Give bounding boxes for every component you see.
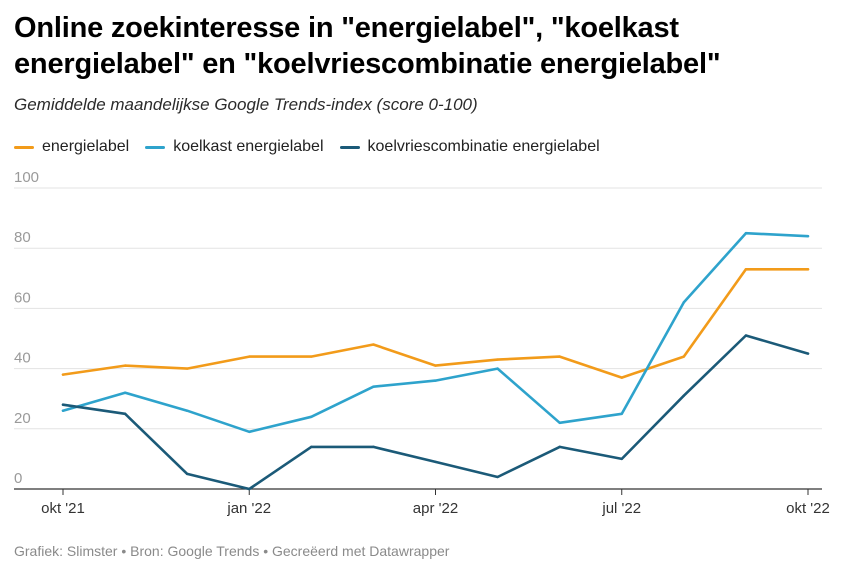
data-point-koelkast-energielabel-4 (310, 415, 313, 418)
x-tick-label-4: okt '22 (786, 500, 830, 517)
data-point-koelvriescombinatie-energielabel-11 (744, 334, 748, 337)
data-point-energielabel-11 (744, 268, 748, 271)
series-line-koelkast-energielabel (61, 231, 810, 434)
data-point-koelvriescombinatie-energielabel-9 (620, 457, 623, 461)
data-point-energielabel-7 (496, 358, 499, 361)
data-point-koelkast-energielabel-6 (434, 379, 437, 382)
y-tick-label-20: 20 (14, 410, 31, 427)
y-tick-label-60: 60 (14, 289, 31, 306)
data-point-koelvriescombinatie-energielabel-1 (123, 412, 127, 415)
data-point-koelkast-energielabel-5 (372, 385, 375, 388)
data-point-energielabel-8 (558, 355, 561, 358)
chart-footer: Grafiek: Slimster • Bron: Google Trends … (14, 543, 450, 559)
data-point-koelvriescombinatie-energielabel-10 (682, 394, 686, 397)
x-tick-label-1: jan '22 (226, 500, 271, 517)
y-tick-label-40: 40 (14, 350, 31, 367)
data-point-koelkast-energielabel-1 (123, 391, 127, 394)
data-point-koelkast-energielabel-3 (248, 430, 251, 434)
y-tick-label-100: 100 (14, 169, 39, 186)
data-point-energielabel-9 (620, 376, 623, 379)
data-point-energielabel-6 (434, 364, 437, 367)
legend-label-koelvriescombinatie-energielabel: koelvriescombinatie energielabel (367, 138, 600, 155)
data-point-koelkast-energielabel-9 (620, 412, 623, 415)
data-point-koelkast-energielabel-7 (496, 367, 499, 370)
data-point-koelvriescombinatie-energielabel-0 (61, 403, 65, 406)
legend-swatch-koelvriescombinatie-energielabel (339, 145, 360, 149)
x-tick-label-3: jul '22 (601, 500, 641, 517)
chart-subtitle: Gemiddelde maandelijkse Google Trends-in… (14, 95, 478, 114)
data-point-energielabel-3 (248, 355, 251, 358)
data-point-koelkast-energielabel-11 (744, 231, 748, 235)
x-tick-label-0: okt '21 (41, 500, 85, 517)
legend-label-koelkast-energielabel: koelkast energielabel (173, 138, 324, 155)
data-point-koelvriescombinatie-energielabel-6 (434, 460, 437, 464)
legend-swatch-energielabel (14, 145, 34, 149)
legend-item-koelkast-energielabel: koelkast energielabel (145, 138, 324, 156)
data-point-koelvriescombinatie-energielabel-5 (372, 445, 375, 449)
data-point-energielabel-5 (372, 343, 375, 346)
data-point-koelkast-energielabel-8 (558, 421, 561, 424)
data-point-koelvriescombinatie-energielabel-12 (806, 352, 810, 355)
data-point-energielabel-4 (310, 355, 313, 358)
data-point-koelkast-energielabel-0 (61, 409, 65, 412)
x-tick-label-2: apr '22 (413, 500, 458, 517)
chart-title: Online zoekinteresse in "energielabel", … (14, 12, 721, 80)
data-point-energielabel-1 (123, 364, 127, 367)
data-point-koelkast-energielabel-2 (185, 409, 189, 412)
data-point-energielabel-2 (185, 367, 189, 370)
legend: energielabel koelkast energielabel koelv… (14, 138, 600, 156)
legend-item-koelvriescombinatie-energielabel: koelvriescombinatie energielabel (339, 138, 600, 156)
data-point-koelvriescombinatie-energielabel-8 (558, 445, 561, 449)
data-point-energielabel-10 (682, 355, 686, 358)
y-tick-label-0: 0 (14, 470, 22, 487)
legend-label-energielabel: energielabel (42, 138, 130, 155)
legend-item-energielabel: energielabel (14, 138, 129, 156)
data-point-koelkast-energielabel-12 (806, 234, 810, 238)
line-chart: 0 20 40 60 80 100 okt '21 jan '22 apr '22 jul '22… (14, 169, 830, 517)
series-line-koelvriescombinatie-energielabel (61, 334, 810, 491)
series-line-energielabel (61, 267, 810, 379)
y-tick-label-80: 80 (14, 229, 31, 246)
data-point-koelvriescombinatie-energielabel-2 (185, 472, 189, 476)
data-point-koelkast-energielabel-10 (682, 301, 686, 304)
data-point-koelvriescombinatie-energielabel-3 (248, 487, 251, 491)
data-point-energielabel-0 (61, 373, 65, 376)
data-point-energielabel-12 (806, 268, 810, 271)
legend-swatch-koelkast-energielabel (145, 145, 166, 149)
data-point-koelvriescombinatie-energielabel-4 (310, 445, 313, 449)
data-point-koelvriescombinatie-energielabel-7 (496, 475, 499, 479)
